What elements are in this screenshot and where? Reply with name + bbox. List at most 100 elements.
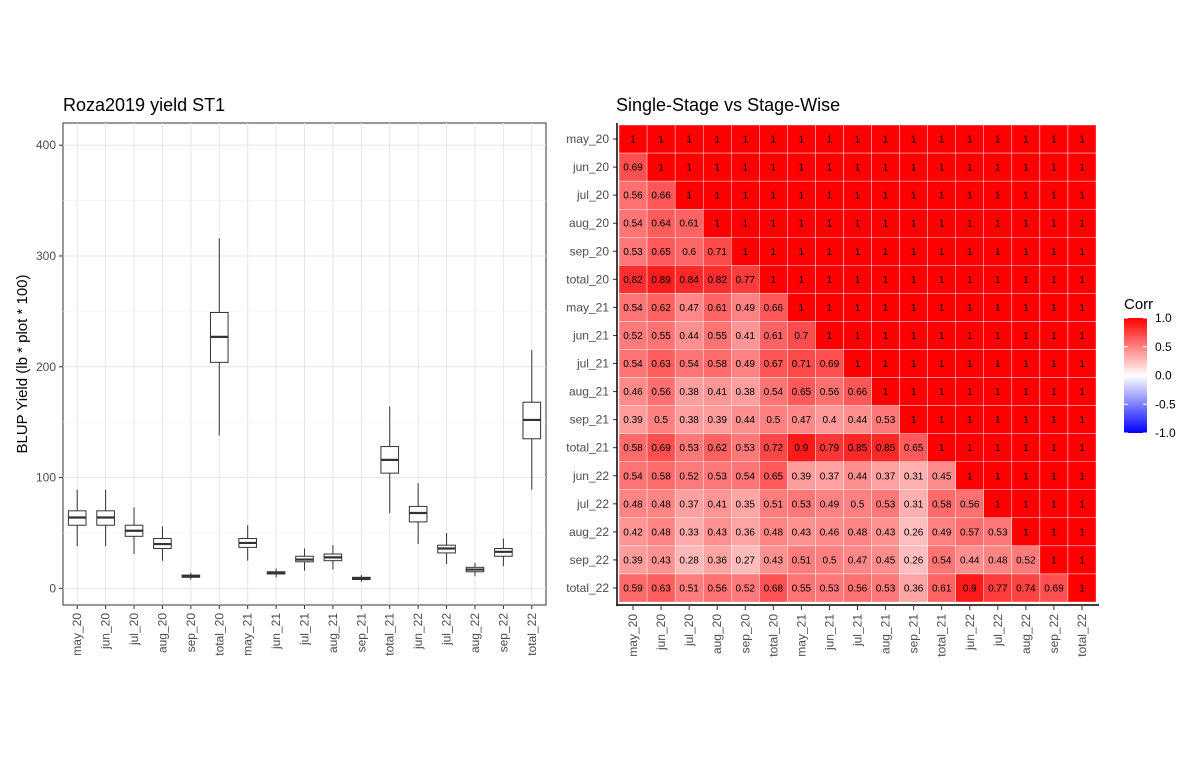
y-tick-label: 400 [36, 138, 56, 152]
heatmap-cell-label: 1 [799, 191, 805, 202]
heatmap-cell: 0.79 [815, 433, 844, 462]
heatmap-cell: 1 [955, 321, 984, 350]
heatmap-cell-label: 0.54 [623, 303, 643, 314]
heatmap-cell: 1 [815, 152, 844, 182]
heatmap-cell-label: 0.43 [876, 527, 896, 538]
heatmap-cell: 0.37 [871, 461, 900, 490]
heatmap-cell-label: 0.53 [679, 443, 699, 454]
heatmap-cell-fill [871, 517, 900, 547]
x-tick-label: jun_20 [99, 613, 113, 650]
heatmap-cell-fill [1011, 517, 1041, 547]
heatmap-cell-label: 1 [686, 191, 692, 202]
heatmap-cell-label: 0.63 [651, 359, 671, 370]
heatmap-cell: 1 [1067, 433, 1097, 462]
heatmap-cell-label: 0.37 [876, 471, 896, 482]
heatmap-cell-fill [927, 489, 956, 519]
heatmap-cell-fill [1067, 545, 1097, 575]
heatmap-cell-label: 1 [939, 331, 945, 342]
boxplot-x-axis: may_20 jun_20 jul_20 aug_20 sep_20 total_20 ma… [70, 605, 539, 656]
heatmap-cell-label: 0.59 [623, 583, 643, 594]
heatmap-cell: 1 [843, 152, 872, 182]
box-jul_22 [437, 532, 456, 565]
heatmap-cell-label: 0.41 [707, 499, 727, 510]
y-tick-label: aug_20 [569, 216, 609, 230]
legend-colorbar [1124, 318, 1147, 433]
heatmap-cell: 1 [646, 152, 676, 182]
heatmap-cell-label: 1 [967, 275, 973, 286]
box-sep_21 [352, 575, 371, 582]
heatmap-cell-label: 0.36 [736, 527, 756, 538]
heatmap-cell: 0.66 [843, 377, 872, 406]
heatmap-cell-fill [646, 208, 676, 238]
y-tick-label: may_20 [566, 132, 609, 146]
heatmap-cell-fill [759, 124, 788, 154]
heatmap-cell: 1 [1067, 377, 1097, 406]
heatmap-cell-fill [927, 152, 956, 182]
heatmap-title: Single-Stage vs Stage-Wise [616, 95, 840, 115]
heatmap-cell-label: 0.65 [764, 471, 784, 482]
heatmap-cell-label: 1 [799, 275, 805, 286]
heatmap-cell: 1 [899, 349, 928, 378]
heatmap-cell: 0.38 [674, 405, 704, 434]
y-tick-label: jun_20 [572, 160, 609, 174]
heatmap-cell-fill [646, 545, 676, 575]
heatmap-cell-label: 1 [1023, 135, 1029, 146]
heatmap-cell-label: 1 [1051, 191, 1057, 202]
heatmap-cell: 1 [955, 293, 984, 322]
heatmap-cell: 1 [1067, 461, 1097, 490]
heatmap-cell-fill [674, 321, 704, 350]
heatmap-cell-fill [759, 573, 788, 603]
heatmap-cell-label: 0.44 [736, 415, 756, 426]
heatmap-cell: 0.26 [899, 517, 928, 547]
heatmap-cell-label: 0.84 [679, 275, 699, 286]
heatmap-cell-fill [955, 433, 984, 462]
heatmap-cell-fill [927, 208, 956, 238]
heatmap-cell: 1 [983, 461, 1013, 490]
heatmap-cell-label: 1 [1079, 275, 1085, 286]
heatmap-cell: 1 [702, 208, 732, 238]
heatmap-cell-label: 0.61 [707, 303, 727, 314]
heatmap-cell-label: 0.61 [932, 583, 952, 594]
heatmap-cell: 0.45 [871, 545, 900, 575]
heatmap-cell: 1 [1039, 124, 1069, 154]
heatmap-cell-fill [899, 293, 928, 322]
heatmap-cell-label: 0.51 [792, 555, 812, 566]
y-tick-label: jun_22 [572, 469, 609, 483]
heatmap-cell-fill [983, 573, 1013, 603]
heatmap-cell-label: 0.65 [651, 247, 671, 258]
heatmap-cell: 0.63 [646, 573, 676, 603]
heatmap-cell-label: 1 [742, 163, 748, 174]
heatmap-cell-fill [1011, 321, 1041, 350]
heatmap-cell-label: 1 [1079, 359, 1085, 370]
heatmap-cell-label: 0.58 [651, 471, 671, 482]
heatmap-cell: 0.44 [955, 545, 984, 575]
heatmap-cell: 0.53 [618, 237, 648, 266]
x-tick-label: jul_22 [440, 613, 454, 646]
heatmap-cell-fill [702, 573, 732, 603]
heatmap-cell-fill [674, 573, 704, 603]
heatmap-cell-fill [1011, 265, 1041, 294]
y-tick-label: total_20 [566, 272, 609, 286]
heatmap-cell: 1 [1039, 517, 1069, 547]
heatmap-cell-label: 1 [827, 303, 833, 314]
heatmap-cell: 1 [871, 152, 900, 182]
heatmap-cell-label: 0.66 [764, 303, 784, 314]
heatmap-cell: 0.61 [759, 321, 788, 350]
heatmap-cell-fill [702, 208, 732, 238]
heatmap-cell-label: 1 [742, 191, 748, 202]
heatmap-cell: 1 [1039, 489, 1069, 519]
heatmap-cell-label: 0.57 [960, 527, 980, 538]
heatmap-cell-label: 1 [1023, 499, 1029, 510]
heatmap-cell-label: 1 [1079, 527, 1085, 538]
heatmap-cell-fill [787, 293, 816, 322]
box-may_21 [238, 525, 257, 561]
heatmap-cell: 0.27 [731, 545, 760, 575]
heatmap-cell-label: 0.53 [876, 583, 896, 594]
box-jul_20 [124, 507, 144, 555]
heatmap-cell-fill [1039, 517, 1069, 547]
heatmap-cell-label: 0.56 [848, 583, 868, 594]
heatmap-cell: 1 [899, 321, 928, 350]
heatmap-cell: 0.66 [646, 180, 676, 210]
heatmap-cell-label: 0.27 [736, 555, 756, 566]
heatmap-cell-label: 0.6 [682, 247, 696, 258]
